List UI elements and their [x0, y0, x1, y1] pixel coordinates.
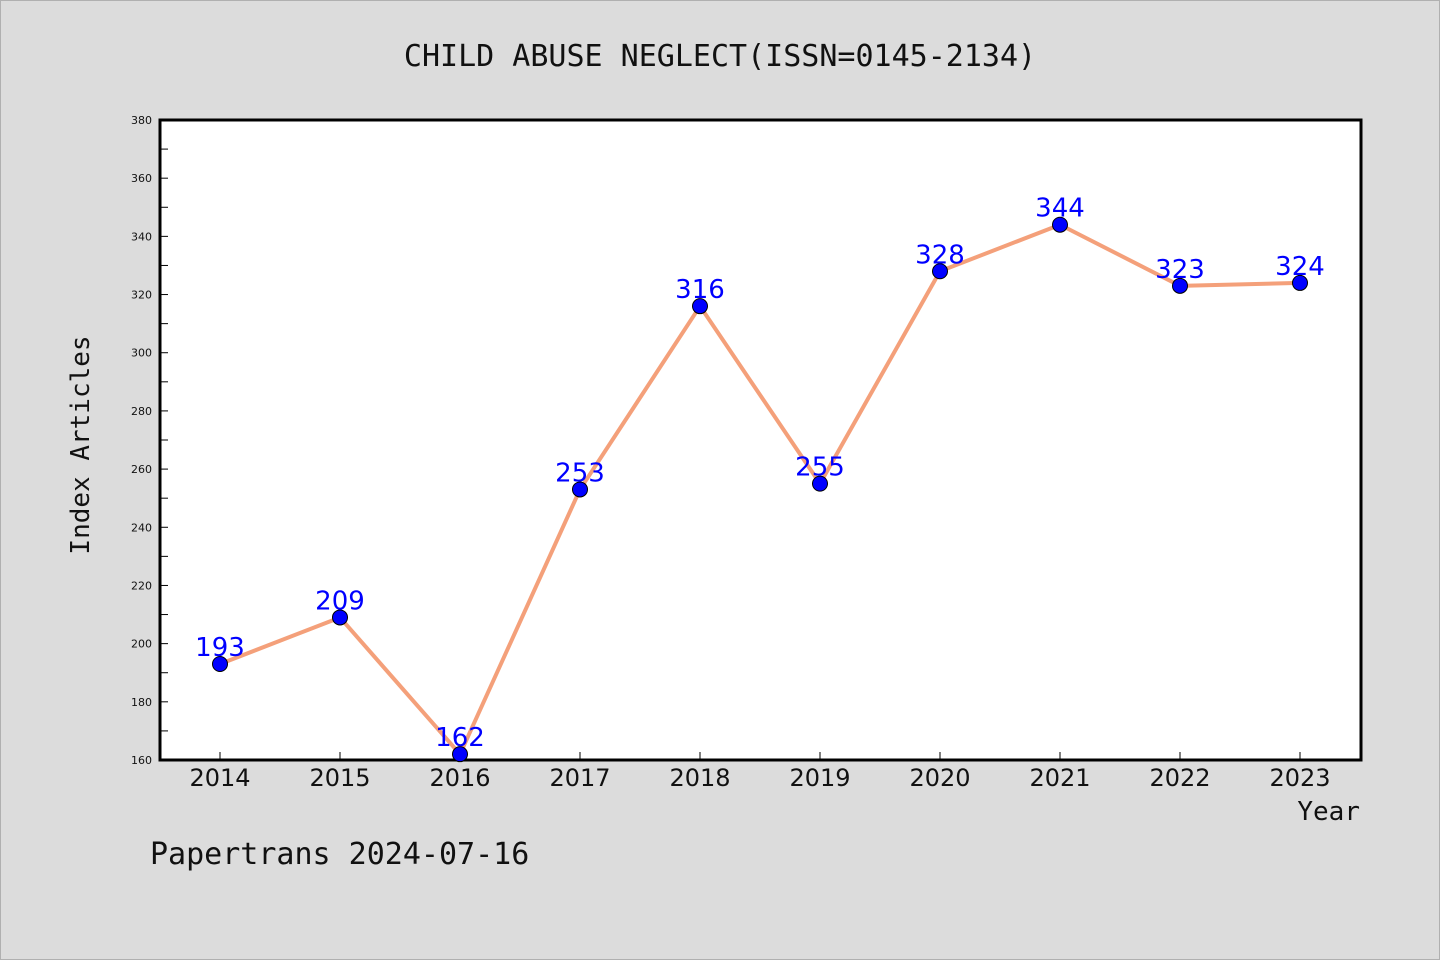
data-label: 255	[795, 453, 845, 483]
data-point	[1172, 277, 1188, 294]
x-tick-label: 2022	[1149, 764, 1210, 792]
y-tick-label: 340	[131, 230, 152, 243]
series-line	[219, 222, 1301, 757]
y-tick-label: 280	[131, 405, 152, 418]
data-point	[1052, 216, 1068, 233]
x-tick-label: 2016	[429, 764, 490, 792]
x-tick-label: 2018	[669, 764, 730, 792]
y-tick-label: 300	[131, 347, 152, 360]
x-axis-title: Year	[1297, 797, 1360, 827]
y-tick-label: 160	[131, 754, 152, 767]
y-tick-label: 180	[131, 696, 152, 709]
y-tick-label: 200	[131, 638, 152, 651]
x-tick-label: 2020	[909, 764, 970, 792]
x-tick-label: 2014	[189, 764, 250, 792]
data-label: 323	[1155, 255, 1205, 285]
x-tick-label: 2017	[549, 764, 610, 792]
y-tick-label: 260	[131, 463, 152, 476]
data-point	[932, 263, 948, 280]
y-tick-label: 220	[131, 579, 152, 592]
series-line-path	[219, 222, 1301, 757]
data-point	[1292, 274, 1308, 291]
y-tick-label: 240	[131, 521, 152, 534]
data-point	[332, 609, 348, 626]
y-tick-label: 380	[131, 114, 152, 127]
data-label: 324	[1275, 252, 1325, 282]
x-tick-label: 2023	[1269, 764, 1330, 792]
data-point	[812, 475, 828, 492]
x-axis: 2014 2015 2016 2017 2018 2019 2020 2021 2022 2023	[189, 752, 1331, 792]
footer-credit: Papertrans 2024-07-16	[150, 837, 529, 872]
data-point	[212, 656, 228, 672]
x-tick-label: 2019	[789, 764, 850, 792]
data-point	[692, 298, 708, 315]
data-labels: 193 209 162 253 316 255 328 344 323 324	[195, 194, 1325, 753]
data-point	[452, 746, 468, 763]
x-tick-label: 2015	[309, 764, 370, 792]
x-tick-label: 2021	[1029, 764, 1090, 792]
data-label: 209	[315, 586, 365, 616]
data-label: 328	[915, 240, 965, 270]
data-label: 162	[435, 723, 485, 753]
y-axis-title: Index Articles	[66, 335, 96, 554]
data-label: 344	[1035, 194, 1085, 224]
plot-area	[158, 118, 1363, 762]
y-axis: 160 180 200 220 240 260 280 300 320 340 360 380	[131, 114, 168, 767]
chart-title: CHILD ABUSE NEGLECT(ISSN=0145-2134)	[404, 39, 1036, 74]
y-tick-label: 320	[131, 289, 152, 302]
y-tick-label: 360	[131, 172, 152, 185]
data-label: 316	[675, 275, 725, 305]
data-label: 193	[195, 633, 245, 663]
data-label: 253	[555, 458, 605, 488]
data-point	[572, 481, 588, 498]
series-markers	[212, 216, 1308, 763]
